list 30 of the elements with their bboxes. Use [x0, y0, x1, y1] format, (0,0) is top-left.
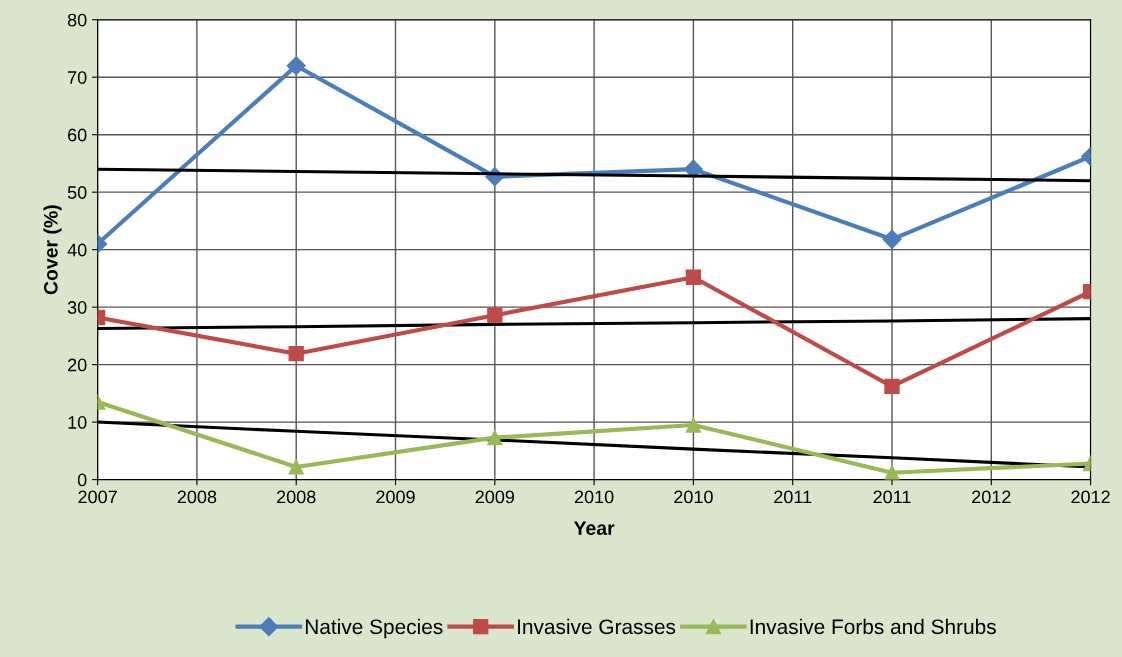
y-tick-label: 40 [67, 243, 87, 257]
x-tick-label: 2011 [873, 490, 911, 504]
y-axis-title: Cover (%) [43, 205, 62, 295]
y-tick-label: 20 [68, 358, 87, 372]
y-tick-label: 30 [67, 301, 87, 314]
point [683, 159, 703, 179]
point [487, 307, 503, 323]
x-tick-label: 2009 [475, 490, 515, 504]
x-tick-label: 2010 [674, 490, 713, 504]
x-tick-label: 2010 [574, 490, 614, 504]
point [685, 269, 702, 285]
x-axis-title: Year [573, 521, 615, 536]
y-tick-label: 50 [67, 186, 87, 199]
x-tick-label: 2008 [277, 490, 316, 504]
y-tick-label: 60 [68, 128, 87, 142]
legend-label: Invasive Forbs and Shrubs [750, 618, 996, 635]
x-tick-label: 2008 [177, 490, 217, 504]
y-tick-label: 10 [68, 416, 87, 429]
y-tick-label: 0 [77, 473, 87, 487]
y-tick-label: 70 [68, 71, 87, 84]
legend-label: Native Species [305, 618, 443, 639]
x-tick-label: 2007 [78, 490, 117, 504]
x-tick-label: 2012 [972, 490, 1011, 504]
x-tick-label: 2011 [774, 490, 812, 504]
x-tick-label: 2012 [1071, 490, 1110, 504]
x-tick-label: 2009 [376, 490, 415, 504]
point [685, 417, 702, 433]
legend-label: Invasive Grasses [518, 618, 676, 635]
y-tick-label: 80 [67, 13, 87, 27]
point [487, 430, 503, 446]
